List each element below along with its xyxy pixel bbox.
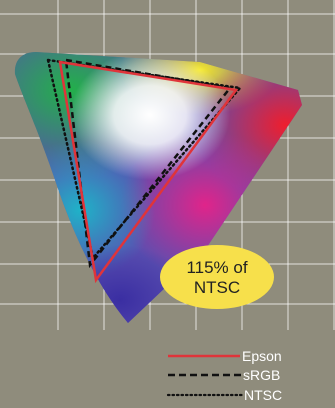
epson-gamut-triangle xyxy=(58,60,239,284)
legend-item-srgb: sRGB xyxy=(168,367,280,383)
legend-label-ntsc: NTSC xyxy=(244,387,282,403)
legend-label-srgb: sRGB xyxy=(243,367,280,383)
srgb-gamut-triangle xyxy=(64,58,233,269)
legend-label-epson: Epson xyxy=(242,348,282,364)
legend: Epson sRGB NTSC xyxy=(166,348,282,403)
ntsc-gamut-triangle xyxy=(46,58,243,261)
legend-item-epson: Epson xyxy=(168,348,282,364)
badge-line-1: 115% of xyxy=(186,258,247,277)
chromaticity-region xyxy=(14,52,303,323)
coverage-badge: 115% of NTSC xyxy=(160,245,274,309)
badge-line-2: NTSC xyxy=(194,278,240,297)
legend-item-ntsc: NTSC xyxy=(166,387,282,403)
